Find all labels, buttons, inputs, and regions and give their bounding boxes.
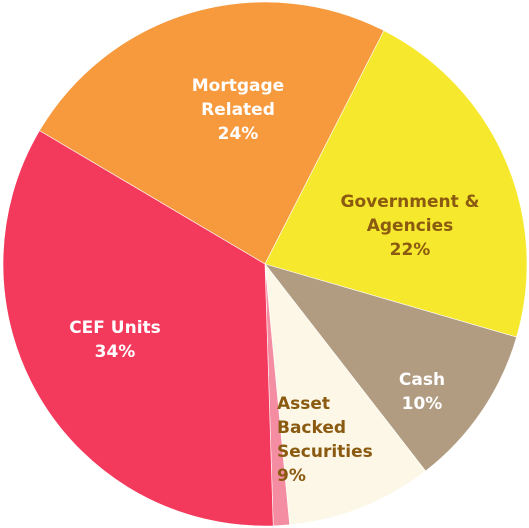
pie-slice — [264, 30, 528, 338]
slice-label: Government & Agencies 22% — [340, 190, 480, 262]
value-label: 22% — [389, 240, 431, 260]
slice-label: Mortgage Related 24% — [183, 74, 293, 146]
value-label: 9% — [277, 466, 306, 486]
slice-label: Cash 10% — [382, 368, 462, 416]
category-label: Cash — [398, 370, 446, 390]
category-label: Mortgage Related — [191, 76, 285, 120]
value-label: 24% — [217, 124, 259, 144]
pie-slice — [264, 263, 427, 526]
value-label: 10% — [401, 394, 443, 414]
slice-label: Asset Backed Securities 9% — [277, 392, 373, 488]
pie-slice — [39, 1, 385, 265]
value-label: 34% — [94, 342, 136, 362]
pie-slice — [2, 130, 274, 527]
category-label: CEF Units — [69, 318, 161, 338]
category-label: Government & Agencies — [340, 192, 480, 236]
pie-slice — [264, 263, 517, 472]
category-label: Asset Backed Securities — [277, 394, 373, 462]
slice-label: CEF Units 34% — [50, 316, 180, 364]
